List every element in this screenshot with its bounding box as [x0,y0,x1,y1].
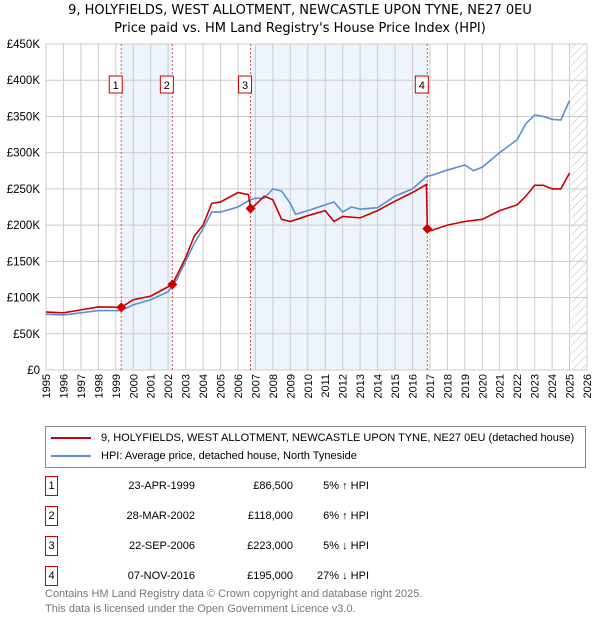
x-tick-label: 1997 [76,374,88,398]
y-tick-label: £400K [7,75,41,87]
sale-date: 22-SEP-2006 [128,540,195,552]
x-tick-label: 2000 [128,374,140,398]
y-tick-label: £0 [27,365,40,377]
sale-point [116,302,127,313]
legend: 9, HOLYFIELDS, WEST ALLOTMENT, NEWCASTLE… [45,426,586,468]
sale-point [245,203,256,214]
legend-property: 9, HOLYFIELDS, WEST ALLOTMENT, NEWCASTLE… [101,432,575,444]
sale-marker-box [159,75,174,94]
x-tick-label: 2011 [320,374,332,398]
row-number-badge: 1 [45,476,58,496]
x-tick-label: 1996 [58,374,70,398]
x-tick-label: 2019 [460,374,472,398]
x-tick-label: 1998 [93,374,105,398]
hpi-diff: 6% ↑ HPI [323,510,369,522]
x-tick-label: 2023 [530,374,542,398]
x-tick-label: 2010 [303,374,315,398]
x-tick-label: 2007 [250,374,262,398]
y-tick-label: £250K [7,184,41,196]
sale-price: £86,500 [253,480,293,492]
x-tick-label: 2024 [547,374,559,398]
sale-point [422,223,433,234]
x-tick-label: 2022 [512,374,524,398]
x-tick-label: 2012 [338,374,350,398]
x-tick-label: 2004 [198,374,210,398]
row-number-badge: 2 [45,506,58,526]
row-number-badge: 4 [45,566,58,586]
x-tick-label: 2013 [355,374,367,398]
x-tick-label: 1995 [41,374,53,398]
legend-blue-line [51,455,91,457]
y-tick-label: £150K [7,256,41,268]
sale-point [167,279,178,290]
y-tick-label: £350K [7,111,41,123]
sale-marker-box [108,75,123,94]
x-tick-label: 2025 [565,374,577,398]
x-tick-label: 2018 [442,374,454,398]
x-tick-label: 2020 [477,374,489,398]
table-row: 1 23-APR-1999 £86,500 5% ↑ HPI [45,476,405,496]
x-tick-label: 2015 [390,374,402,398]
x-tick-label: 2021 [495,374,507,398]
x-tick-label: 1999 [111,374,123,398]
sale-marker-label: 2 [164,80,170,92]
x-tick-label: 2008 [268,374,280,398]
hpi-diff: 5% ↓ HPI [323,540,369,552]
y-tick-label: £50K [13,329,40,341]
table-row: 2 28-MAR-2002 £118,000 6% ↑ HPI [45,506,405,526]
sale-marker-label: 3 [242,80,248,92]
legend-red-line [51,437,91,439]
footer-copyright: Contains HM Land Registry data © Crown c… [45,588,423,600]
shaded-range [121,44,173,370]
legend-hpi: HPI: Average price, detached house, Nort… [101,450,357,462]
y-tick-label: £100K [7,293,41,305]
sale-date: 23-APR-1999 [128,480,195,492]
hpi-diff: 5% ↑ HPI [323,480,369,492]
x-tick-label: 2017 [425,374,437,398]
sale-date: 07-NOV-2016 [127,570,195,582]
chart-subtitle: Price paid vs. HM Land Registry's House … [114,21,486,36]
sale-marker-box [238,75,253,94]
footer-licence: This data is licensed under the Open Gov… [45,603,356,615]
x-tick-label: 2009 [285,374,297,398]
x-tick-label: 2003 [181,374,193,398]
sale-price: £195,000 [247,570,293,582]
plot-border [45,43,588,371]
sale-marker-label: 1 [113,80,119,92]
sale-price: £223,000 [247,540,293,552]
price-chart: 1995 1996 1997 1998 1999 2000 2001 2002 2003 2004… [7,39,594,398]
sale-price: £118,000 [247,510,293,522]
x-tick-label: 2014 [373,374,385,398]
sale-date: 28-MAR-2002 [126,510,195,522]
x-tick-label: 2016 [407,374,419,398]
table-row: 3 22-SEP-2006 £223,000 5% ↓ HPI [45,536,405,556]
sale-marker-label: 4 [419,80,425,92]
row-number-badge: 3 [45,536,58,556]
y-tick-label: £300K [7,148,41,160]
sale-marker-box [414,75,429,94]
y-tick-label: £450K [7,39,41,51]
table-row: 4 07-NOV-2016 £195,000 27% ↓ HPI [45,566,405,586]
x-tick-label: 2001 [146,374,158,398]
y-tick-label: £200K [7,220,41,232]
forecast-hatch [571,44,587,370]
x-tick-label: 2002 [163,374,175,398]
x-tick-label: 2026 [582,374,594,398]
x-tick-label: 2006 [233,374,245,398]
x-tick-label: 2005 [216,374,228,398]
chart-title: 9, HOLYFIELDS, WEST ALLOTMENT, NEWCASTLE… [68,3,532,18]
hpi-diff: 27% ↓ HPI [317,570,369,582]
